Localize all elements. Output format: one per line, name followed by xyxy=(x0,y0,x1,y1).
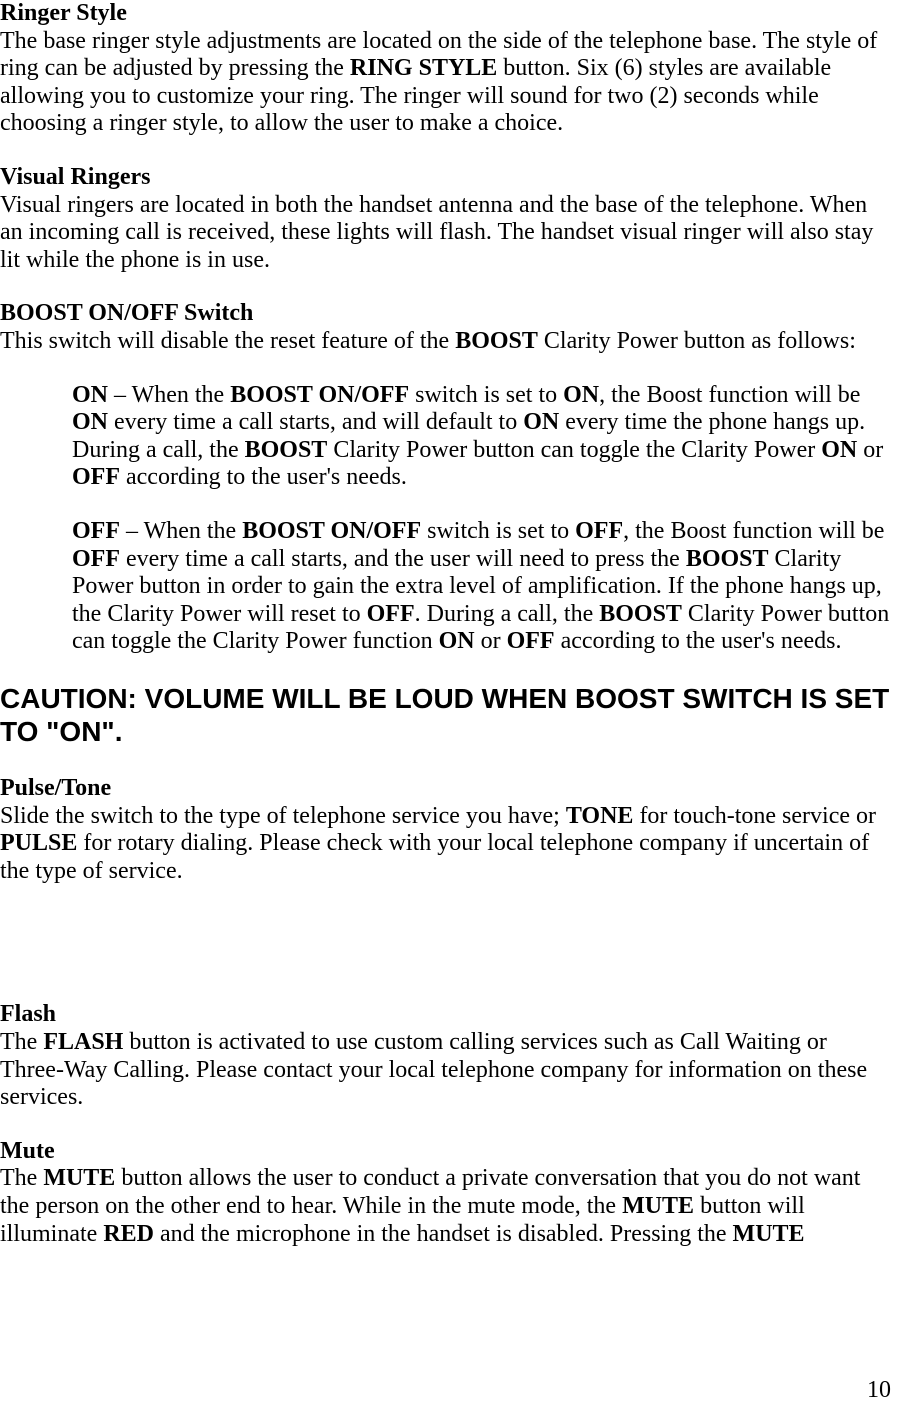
document-page: Ringer Style The base ringer style adjus… xyxy=(0,0,899,1413)
text: or xyxy=(475,628,507,654)
bold: BOOST xyxy=(245,437,328,463)
text: according to the user's needs. xyxy=(555,628,842,654)
text: or xyxy=(857,437,883,463)
bold: MUTE xyxy=(733,1221,805,1247)
text: , the Boost function will be xyxy=(599,382,860,408)
bold: RED xyxy=(103,1221,154,1247)
text: switch is set to xyxy=(421,518,575,544)
heading-visual-ringers: Visual Ringers xyxy=(0,164,150,190)
bold: RING STYLE xyxy=(350,55,497,81)
bold: PULSE xyxy=(0,830,77,856)
text: , the Boost function will be xyxy=(623,518,884,544)
heading-ringer-style: Ringer Style xyxy=(0,0,127,26)
bold: FLASH xyxy=(43,1029,123,1055)
text: – When the xyxy=(108,382,230,408)
caution-text: CAUTION: VOLUME WILL BE LOUD WHEN BOOST … xyxy=(0,682,893,749)
text: every time a call starts, and the user w… xyxy=(120,546,686,572)
text: button is activated to use custom callin… xyxy=(0,1029,867,1110)
text: switch is set to xyxy=(409,382,563,408)
section-visual-ringers: Visual Ringers Visual ringers are locate… xyxy=(0,164,893,274)
bold: OFF xyxy=(72,518,120,544)
text: Clarity Power button can toggle the Clar… xyxy=(327,437,821,463)
bold: BOOST xyxy=(455,328,538,354)
text: The xyxy=(0,1029,43,1055)
vertical-gap xyxy=(0,911,893,1001)
bold: OFF xyxy=(507,628,555,654)
bold: ON xyxy=(72,409,108,435)
text: The xyxy=(0,1165,43,1191)
section-pulse-tone: Pulse/Tone Slide the switch to the type … xyxy=(0,775,893,885)
section-ringer-style: Ringer Style The base ringer style adjus… xyxy=(0,0,893,138)
section-mute: Mute The MUTE button allows the user to … xyxy=(0,1138,893,1248)
bold: ON xyxy=(72,382,108,408)
text: Visual ringers are located in both the h… xyxy=(0,192,873,273)
bold: BOOST xyxy=(686,546,769,572)
bold: OFF xyxy=(72,464,120,490)
text: every time a call starts, and will defau… xyxy=(108,409,523,435)
section-flash: Flash The FLASH button is activated to u… xyxy=(0,1001,893,1111)
bold: BOOST xyxy=(599,601,682,627)
bold: TONE xyxy=(566,803,634,829)
heading-pulse-tone: Pulse/Tone xyxy=(0,775,111,801)
text: Slide the switch to the type of telephon… xyxy=(0,803,566,829)
bold: OFF xyxy=(367,601,415,627)
text: and the microphone in the handset is dis… xyxy=(154,1221,733,1247)
text: for rotary dialing. Please check with yo… xyxy=(0,830,869,884)
text: for touch-tone service or xyxy=(633,803,876,829)
text: . During a call, the xyxy=(415,601,600,627)
bold: OFF xyxy=(72,546,120,572)
bold: BOOST ON/OFF xyxy=(242,518,421,544)
boost-off-block: OFF – When the BOOST ON/OFF switch is se… xyxy=(72,518,893,656)
bold: OFF xyxy=(575,518,623,544)
bold: ON xyxy=(563,382,599,408)
bold: MUTE xyxy=(622,1193,694,1219)
bold: ON xyxy=(523,409,559,435)
heading-boost-switch: BOOST ON/OFF Switch xyxy=(0,300,253,326)
text: Clarity Power button as follows: xyxy=(538,328,856,354)
boost-on-block: ON – When the BOOST ON/OFF switch is set… xyxy=(72,382,893,492)
bold: ON xyxy=(439,628,475,654)
page-number: 10 xyxy=(867,1377,891,1405)
heading-flash: Flash xyxy=(0,1001,56,1027)
text: – When the xyxy=(120,518,242,544)
bold: BOOST ON/OFF xyxy=(230,382,409,408)
text: according to the user's needs. xyxy=(120,464,407,490)
bold: ON xyxy=(821,437,857,463)
heading-mute: Mute xyxy=(0,1138,55,1164)
section-boost-switch: BOOST ON/OFF Switch This switch will dis… xyxy=(0,300,893,355)
text: This switch will disable the reset featu… xyxy=(0,328,455,354)
bold: MUTE xyxy=(43,1165,115,1191)
